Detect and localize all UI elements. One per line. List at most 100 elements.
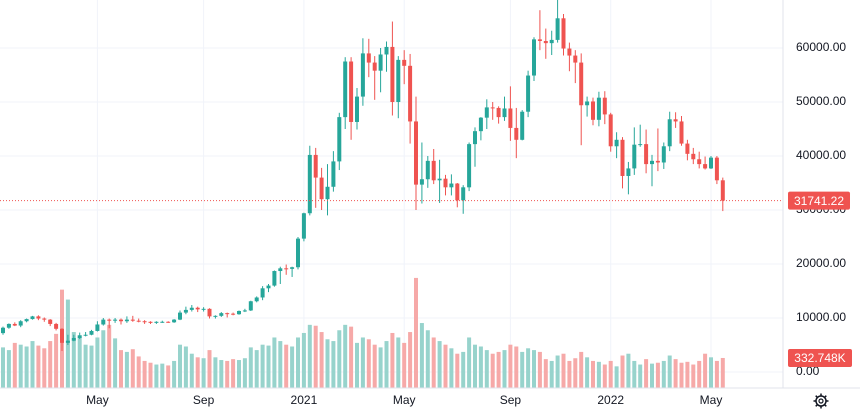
candle-body (679, 121, 684, 144)
volume-bar (136, 356, 141, 388)
volume-bar (431, 337, 436, 388)
candle-body (290, 267, 295, 269)
volume-bar (685, 361, 690, 388)
volume-bar (655, 362, 660, 388)
candles (0, 0, 783, 351)
volume-bar (6, 350, 11, 388)
candle-body (166, 321, 171, 323)
volume-bar (296, 337, 300, 388)
volume-bar (679, 362, 684, 388)
candle-body (709, 157, 713, 169)
candle-body (278, 268, 283, 272)
candle-body (378, 54, 383, 71)
y-tick-label: 20000.00 (796, 256, 846, 270)
volume-bar (502, 350, 507, 388)
volume-bar (508, 344, 513, 388)
volume-bar (366, 339, 371, 388)
volume-bar (478, 346, 483, 388)
candle-body (36, 316, 41, 319)
candle-body (142, 321, 147, 323)
candle-body (313, 154, 318, 178)
candle-body (390, 46, 395, 103)
candle-body (496, 107, 501, 118)
candle-body (360, 53, 365, 97)
candle-body (325, 186, 330, 200)
candle-body (626, 168, 631, 176)
volume-bar (532, 350, 536, 388)
candle-body (650, 160, 654, 165)
candle-body (183, 309, 188, 313)
candle-body (254, 297, 259, 302)
candle-body (573, 55, 578, 63)
volume-bar (490, 353, 495, 388)
candle-body (484, 107, 489, 118)
candle-body (490, 107, 495, 109)
candle-body (591, 101, 595, 120)
volume-bar (650, 363, 654, 388)
candle-body (77, 335, 82, 338)
candle-body (284, 268, 289, 270)
candle-body (24, 319, 29, 322)
last-volume-label: 332.748K (794, 351, 845, 365)
candle-body (296, 238, 300, 268)
volume-bar (36, 345, 41, 388)
candle-body (443, 178, 448, 188)
volume-bar (608, 360, 613, 388)
candle-body (107, 319, 112, 321)
candle-body (455, 183, 460, 201)
volume-bar (189, 353, 194, 388)
candle-body (414, 121, 418, 185)
candle-body (461, 187, 466, 201)
x-tick-label: 2021 (291, 393, 318, 407)
candle-body (172, 319, 177, 323)
volume-bar (195, 357, 200, 388)
volume-bar (42, 348, 47, 388)
candle-body (372, 62, 377, 71)
last-price-label: 31741.22 (794, 194, 844, 208)
candle-body (307, 154, 312, 214)
candle-body (532, 39, 536, 76)
candle-body (402, 59, 407, 66)
volume-bar (419, 323, 424, 388)
candle-body (478, 117, 483, 132)
candle-body (714, 157, 719, 181)
settings-icon[interactable] (813, 393, 829, 409)
volume-bar (697, 360, 702, 388)
volume-bar (101, 330, 106, 388)
volume-bar (484, 350, 489, 388)
volume-bar (591, 360, 595, 388)
volume-bar (461, 351, 466, 388)
volume-bar (319, 332, 324, 388)
volume-bar (360, 337, 365, 388)
candle-body (195, 307, 200, 310)
candle-body (720, 180, 725, 201)
volume-bar (18, 344, 23, 388)
y-tick-label: 50000.00 (796, 94, 846, 108)
candle-body (355, 96, 359, 122)
volume-bar (77, 337, 82, 388)
candle-body (148, 321, 153, 323)
volume-bar (473, 344, 477, 388)
volume-bar (349, 326, 354, 388)
candle-body (272, 271, 277, 286)
x-tick-label: May (700, 393, 723, 407)
volume-bar (119, 350, 123, 388)
volume-bar (313, 325, 318, 388)
volume-bar (237, 360, 241, 388)
volume-bar (355, 342, 359, 388)
volume-bar (396, 337, 401, 388)
volume-bar (124, 351, 129, 388)
volume-bar (290, 346, 295, 388)
candle-body (237, 310, 241, 315)
candle-body (526, 75, 531, 112)
gear-teeth (813, 393, 829, 409)
x-tick-label: Sep (193, 393, 215, 407)
candle-body (6, 323, 11, 328)
candle-body (620, 139, 625, 176)
volume-bar (414, 277, 418, 388)
candle-body (113, 319, 118, 321)
candle-body (242, 310, 247, 312)
x-tick-label: Sep (500, 393, 522, 407)
candle-body (596, 97, 601, 120)
